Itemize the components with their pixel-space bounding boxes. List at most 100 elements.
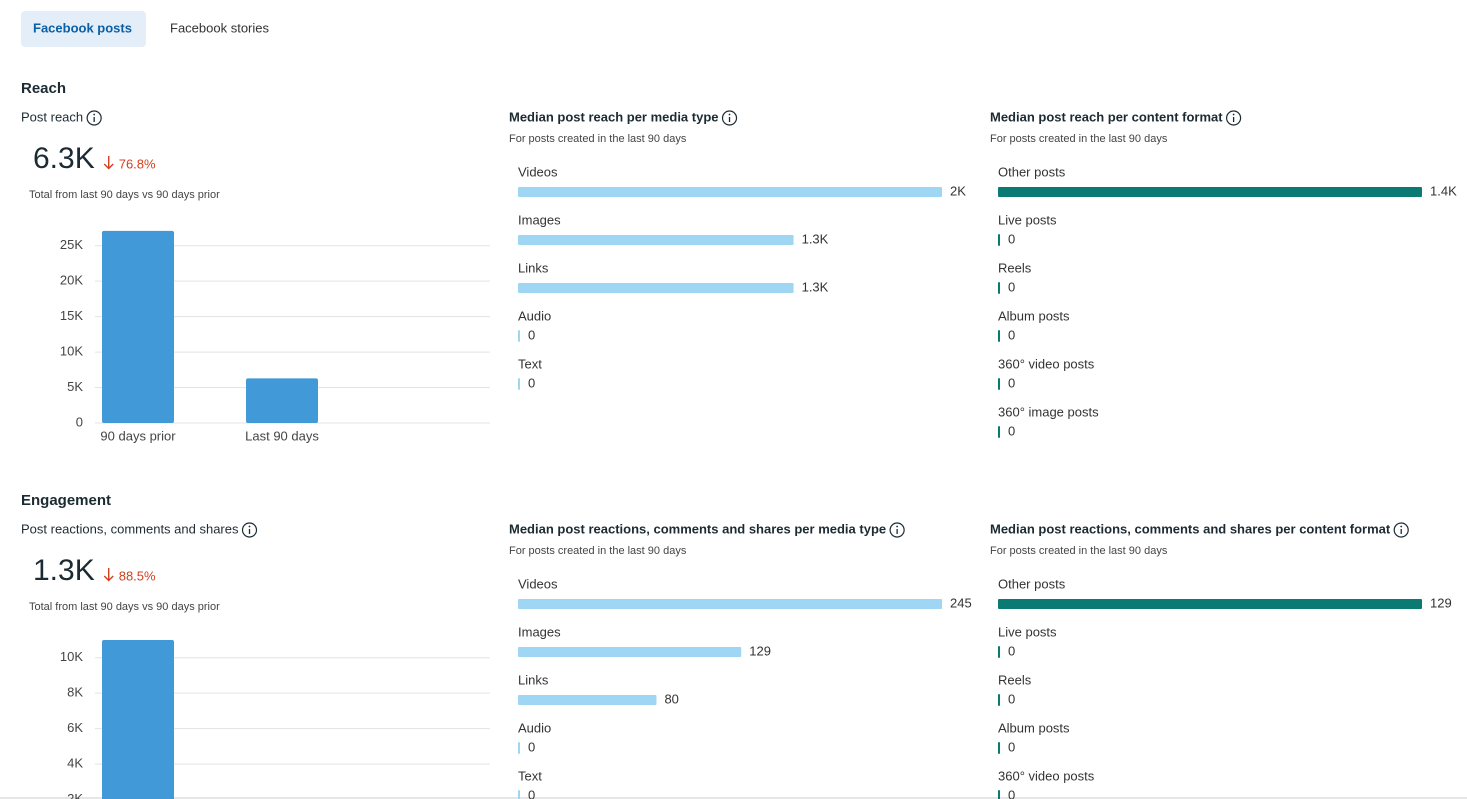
category-label: Other posts <box>998 576 1066 591</box>
bar <box>518 742 520 754</box>
tab[interactable]: Facebook stories <box>170 20 269 35</box>
category-label: Reels <box>998 672 1032 687</box>
value-label: 80 <box>664 691 678 706</box>
bar <box>518 647 742 657</box>
chart-subtitle: For posts created in the last 90 days <box>509 545 687 557</box>
y-tick-label: 6K <box>67 720 83 735</box>
info-icon-dot <box>1400 525 1403 528</box>
x-tick-label: Last 90 days <box>245 428 319 443</box>
bar <box>998 694 1000 706</box>
x-tick-label: 90 days prior <box>100 428 176 443</box>
bar <box>246 378 318 423</box>
kpi-value: 6.3K <box>33 142 95 175</box>
kpi-change: 76.8% <box>119 156 156 171</box>
section-heading: Engagement <box>21 492 111 509</box>
value-label: 0 <box>1008 739 1015 754</box>
value-label: 0 <box>1008 787 1015 799</box>
category-label: Text <box>518 768 542 783</box>
y-tick-label: 0 <box>76 414 83 429</box>
bar <box>998 378 1000 390</box>
bar <box>518 599 942 609</box>
info-icon[interactable] <box>1225 110 1242 126</box>
value-label: 1.4K <box>1430 183 1457 198</box>
category-label: Videos <box>518 576 558 591</box>
value-label: 0 <box>528 739 535 754</box>
bar <box>998 234 1000 246</box>
bar <box>518 283 794 293</box>
kpi-value: 1.3K <box>33 554 95 587</box>
category-label: Images <box>518 212 561 227</box>
value-label: 129 <box>1430 595 1452 610</box>
info-icon[interactable] <box>889 522 905 538</box>
category-label: Other posts <box>998 164 1066 179</box>
category-label: 360° video posts <box>998 768 1095 783</box>
category-label: Text <box>518 356 542 371</box>
info-icon[interactable] <box>86 110 102 126</box>
value-label: 0 <box>1008 691 1015 706</box>
y-tick-label: 15K <box>60 308 83 323</box>
info-icon[interactable] <box>1393 522 1409 538</box>
kpi-note: Total from last 90 days vs 90 days prior <box>29 189 220 201</box>
bar <box>102 230 174 423</box>
kpi-note: Total from last 90 days vs 90 days prior <box>29 601 220 613</box>
bar <box>998 742 1000 754</box>
chart-title: Median post reach per media type <box>509 109 719 124</box>
bar <box>998 599 1422 609</box>
value-label: 0 <box>1008 279 1015 294</box>
bar <box>518 187 942 197</box>
kpi-title: Post reactions, comments and shares <box>21 521 239 536</box>
y-tick-label: 20K <box>60 273 83 288</box>
info-icon-dot <box>1232 113 1235 116</box>
bar <box>998 426 1000 438</box>
value-label: 0 <box>1008 375 1015 390</box>
info-icon[interactable] <box>241 522 258 538</box>
category-label: Reels <box>998 260 1032 275</box>
category-label: Videos <box>518 164 558 179</box>
chart-title: Median post reach per content format <box>990 109 1223 124</box>
kpi-title: Post reach <box>21 109 83 124</box>
down-arrow <box>103 568 114 582</box>
bar <box>998 282 1000 294</box>
chart-subtitle: For posts created in the last 90 days <box>509 133 687 145</box>
y-tick-label: 5K <box>67 379 83 394</box>
y-tick-label: 8K <box>67 685 83 700</box>
y-tick-label: 4K <box>67 756 83 771</box>
value-label: 0 <box>528 787 535 799</box>
info-icon[interactable] <box>721 110 738 126</box>
value-label: 129 <box>749 643 771 658</box>
bar <box>518 695 657 705</box>
info-icon-dot <box>728 113 731 116</box>
value-label: 0 <box>1008 327 1015 342</box>
category-label: Audio <box>518 720 551 735</box>
category-label: Album posts <box>998 720 1070 735</box>
kpi-change: 88.5% <box>119 568 156 583</box>
category-label: Live posts <box>998 624 1057 639</box>
chart-subtitle: For posts created in the last 90 days <box>990 545 1168 557</box>
y-tick-label: 10K <box>60 649 83 664</box>
value-label: 245 <box>950 595 972 610</box>
bar <box>998 187 1422 197</box>
category-label: 360° image posts <box>998 404 1099 419</box>
value-label: 0 <box>1008 231 1015 246</box>
category-label: Live posts <box>998 212 1057 227</box>
bar <box>518 330 520 342</box>
chart-title: Median post reactions, comments and shar… <box>509 521 886 536</box>
category-label: Images <box>518 624 561 639</box>
info-icon-dot <box>248 525 251 528</box>
bar <box>518 790 520 799</box>
down-arrow <box>103 156 114 170</box>
value-label: 1.3K <box>802 279 829 294</box>
info-icon-dot <box>896 525 899 528</box>
active-tab-background[interactable] <box>21 11 146 47</box>
y-tick-label: 25K <box>60 237 83 252</box>
bar <box>998 790 1000 799</box>
section-heading: Reach <box>21 80 66 97</box>
value-label: 0 <box>528 327 535 342</box>
tab[interactable]: Facebook posts <box>33 20 132 35</box>
value-label: 1.3K <box>802 231 829 246</box>
y-tick-label: 10K <box>60 344 83 359</box>
info-icon-dot <box>93 113 96 116</box>
bar <box>998 646 1000 658</box>
